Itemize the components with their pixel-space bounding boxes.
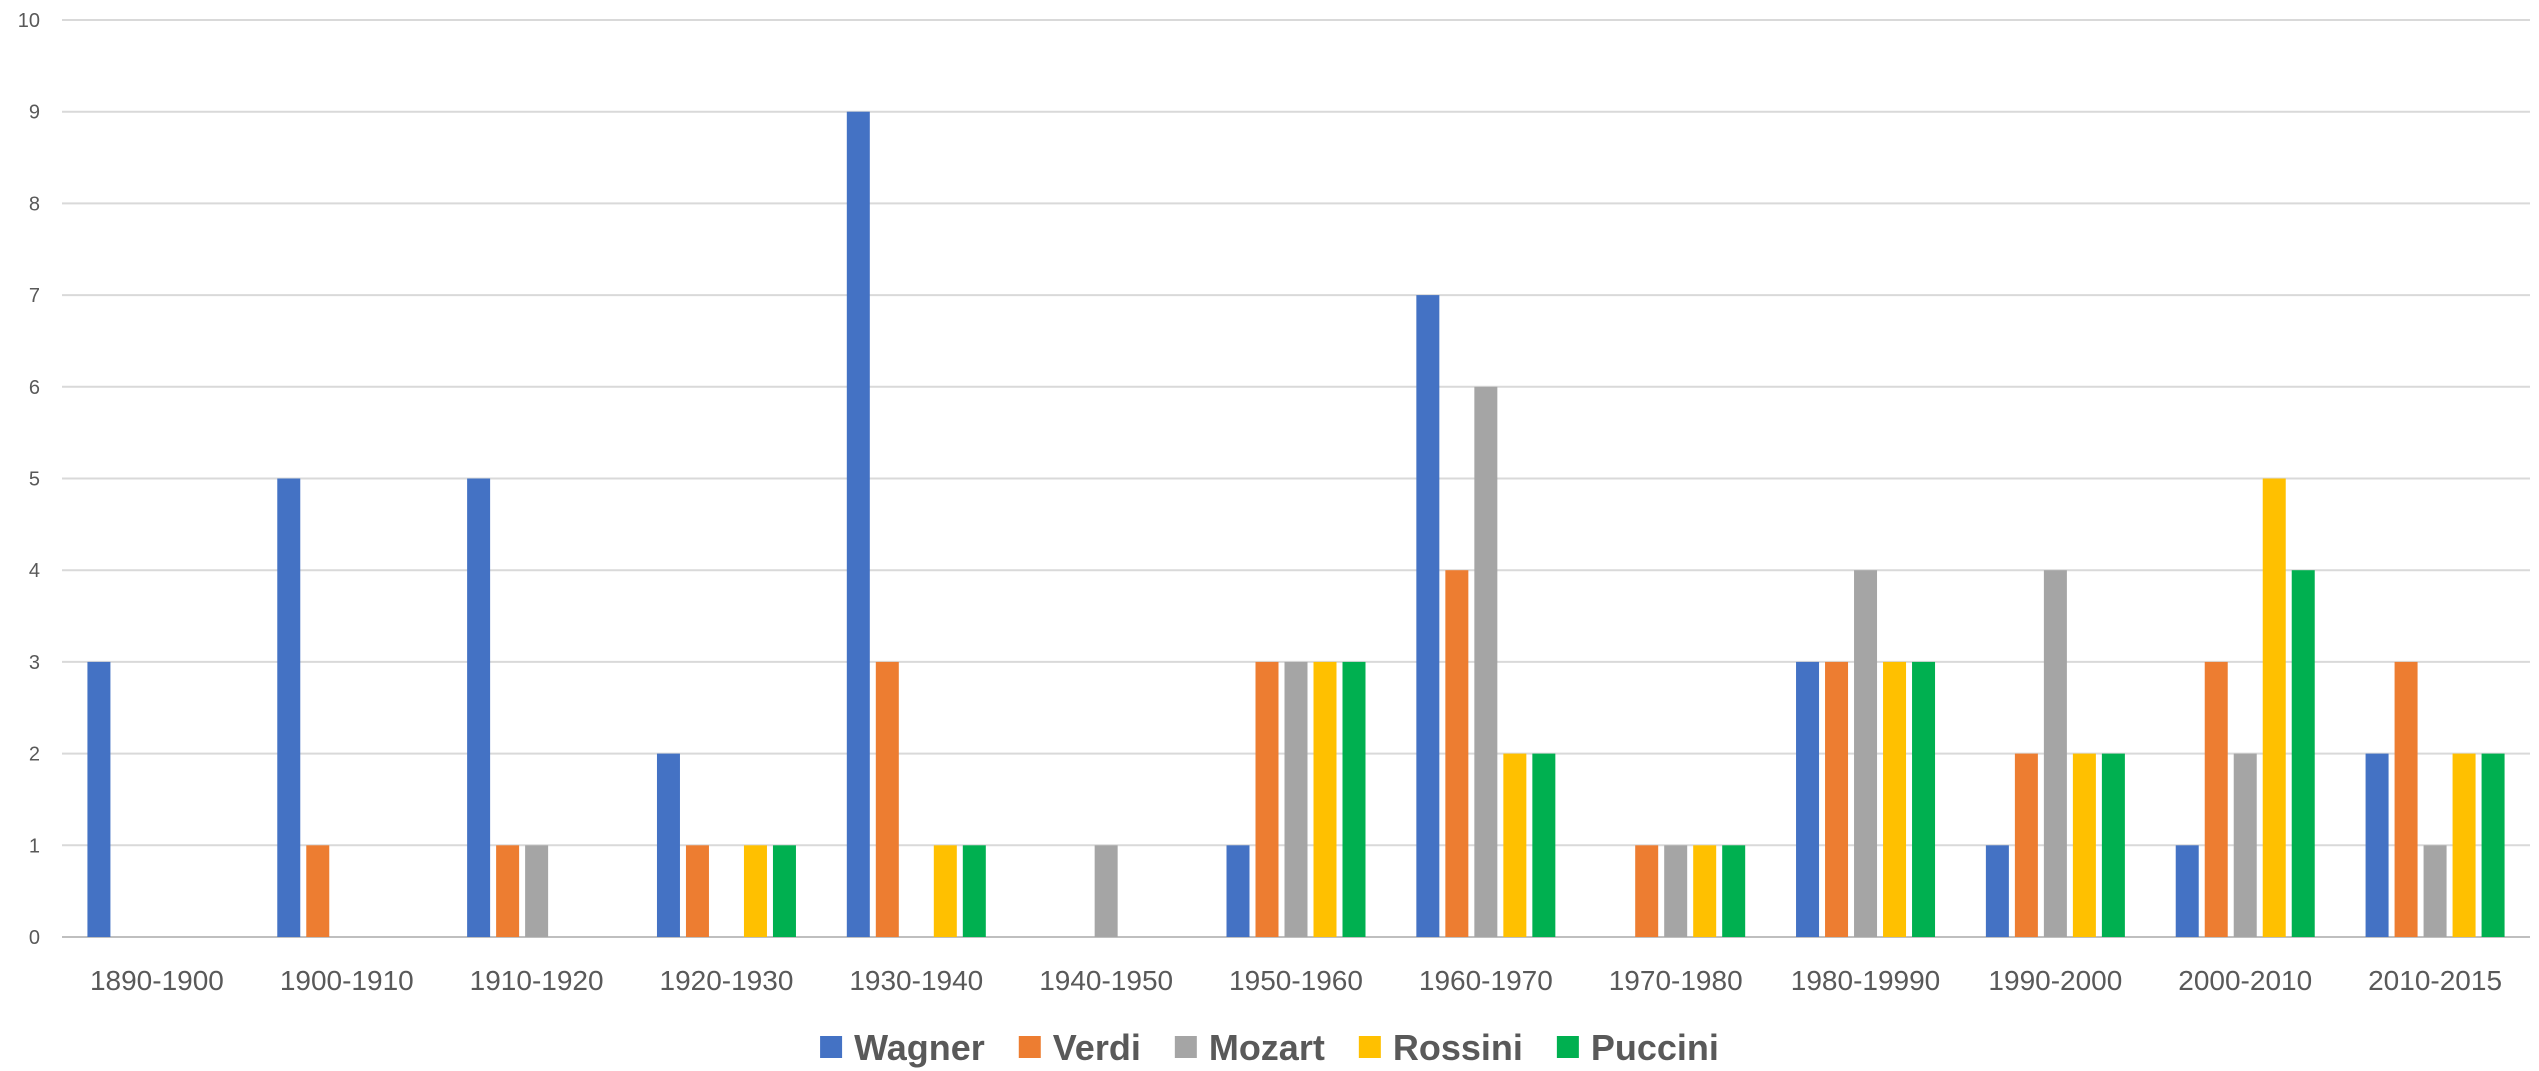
x-tick-label: 1910-1920 bbox=[470, 965, 604, 996]
x-tick-label: 1900-1910 bbox=[280, 965, 414, 996]
legend-swatch bbox=[820, 1036, 843, 1058]
bar-rossini bbox=[1883, 661, 1907, 937]
x-tick-label: 1990-2000 bbox=[1988, 965, 2122, 996]
bar-wagner bbox=[277, 478, 301, 937]
bar-rossini bbox=[2072, 753, 2096, 937]
bar-wagner bbox=[1416, 295, 1440, 938]
bar-mozart bbox=[1474, 386, 1498, 937]
bar-mozart bbox=[1854, 570, 1878, 937]
legend-swatch bbox=[1556, 1036, 1579, 1058]
legend-label: Puccini bbox=[1591, 1027, 1719, 1068]
bar-verdi bbox=[685, 845, 709, 937]
legend-label: Wagner bbox=[854, 1027, 985, 1068]
bar-rossini bbox=[2452, 753, 2476, 937]
legend-swatch bbox=[1174, 1036, 1197, 1058]
legend-label: Rossini bbox=[1393, 1027, 1523, 1068]
bar-mozart bbox=[1094, 845, 1118, 937]
bar-wagner bbox=[87, 661, 111, 937]
y-tick-label: 1 bbox=[29, 835, 40, 857]
bar-verdi bbox=[2014, 753, 2038, 937]
bar-verdi bbox=[875, 661, 899, 937]
x-tick-label: 1950-1960 bbox=[1229, 965, 1363, 996]
bar-verdi bbox=[496, 845, 520, 937]
bar-verdi bbox=[2394, 661, 2418, 937]
legend-item-rossini: Rossini bbox=[1358, 1027, 1523, 1068]
bar-verdi bbox=[2204, 661, 2228, 937]
bar-mozart bbox=[1284, 661, 1308, 937]
y-tick-label: 6 bbox=[29, 377, 40, 399]
x-tick-label: 2000-2010 bbox=[2178, 965, 2312, 996]
bar-rossini bbox=[743, 845, 767, 937]
bar-puccini bbox=[962, 845, 986, 937]
legend-item-verdi: Verdi bbox=[1018, 1027, 1141, 1068]
legend-label: Verdi bbox=[1053, 1027, 1141, 1068]
bar-puccini bbox=[1722, 845, 1746, 937]
bar-wagner bbox=[846, 111, 870, 937]
x-axis: 1890-1900 1900-1910 1910-1920 1920-1930 1930… bbox=[90, 965, 2502, 996]
bar-rossini bbox=[1693, 845, 1717, 937]
bar-rossini bbox=[933, 845, 957, 937]
y-tick-label: 5 bbox=[29, 469, 40, 491]
bar-wagner bbox=[467, 478, 491, 937]
bar-puccini bbox=[1342, 661, 1366, 937]
bar-verdi bbox=[1825, 661, 1849, 937]
bar-mozart bbox=[2233, 753, 2257, 937]
bar-rossini bbox=[1313, 661, 1337, 937]
bar-mozart bbox=[525, 845, 549, 937]
bar-rossini bbox=[2262, 478, 2286, 937]
x-tick-label: 1890-1900 bbox=[90, 965, 224, 996]
x-tick-label: 1980-19990 bbox=[1791, 965, 1940, 996]
bar-mozart bbox=[2423, 845, 2447, 937]
bar-puccini bbox=[2101, 753, 2125, 937]
bars bbox=[87, 111, 2505, 938]
bar-wagner bbox=[1796, 661, 1820, 937]
y-tick-label: 10 bbox=[18, 10, 40, 32]
legend-item-wagner: Wagner bbox=[820, 1027, 985, 1068]
bar-wagner bbox=[2365, 753, 2389, 937]
x-tick-label: 1970-1980 bbox=[1609, 965, 1743, 996]
legend: Wagner Verdi Mozart Rossini Puccini bbox=[820, 1027, 1719, 1068]
bar-puccini bbox=[2481, 753, 2505, 937]
bar-puccini bbox=[1532, 753, 1556, 937]
legend-item-puccini: Puccini bbox=[1556, 1027, 1719, 1068]
y-tick-label: 4 bbox=[29, 560, 40, 582]
bar-wagner bbox=[1985, 845, 2009, 937]
bar-wagner bbox=[656, 753, 680, 937]
bar-verdi bbox=[1255, 661, 1279, 937]
bar-verdi bbox=[306, 845, 330, 937]
legend-swatch bbox=[1018, 1036, 1041, 1058]
x-tick-label: 1960-1970 bbox=[1419, 965, 1553, 996]
y-tick-label: 8 bbox=[29, 193, 40, 215]
bar-wagner bbox=[1226, 845, 1250, 937]
bar-puccini bbox=[772, 845, 796, 937]
y-tick-label: 9 bbox=[29, 102, 40, 124]
bar-puccini bbox=[2291, 570, 2315, 937]
bar-puccini bbox=[1912, 661, 1936, 937]
y-tick-label: 2 bbox=[29, 744, 40, 766]
y-tick-label: 7 bbox=[29, 285, 40, 307]
bar-mozart bbox=[2043, 570, 2067, 937]
bar-rossini bbox=[1503, 753, 1527, 937]
bar-mozart bbox=[1664, 845, 1688, 937]
x-tick-label: 1930-1940 bbox=[849, 965, 983, 996]
bar-verdi bbox=[1445, 570, 1469, 937]
bar-wagner bbox=[2175, 845, 2199, 937]
y-tick-label: 3 bbox=[29, 652, 40, 674]
x-tick-label: 1920-1930 bbox=[660, 965, 794, 996]
x-tick-label: 2010-2015 bbox=[2368, 965, 2502, 996]
y-tick-label: 0 bbox=[29, 927, 40, 949]
legend-swatch bbox=[1358, 1036, 1381, 1058]
bar-verdi bbox=[1635, 845, 1659, 937]
legend-label: Mozart bbox=[1209, 1027, 1325, 1068]
legend-item-mozart: Mozart bbox=[1174, 1027, 1325, 1068]
x-tick-label: 1940-1950 bbox=[1039, 965, 1173, 996]
y-axis: 0 1 2 3 4 5 6 7 8 9 10 bbox=[18, 10, 40, 949]
